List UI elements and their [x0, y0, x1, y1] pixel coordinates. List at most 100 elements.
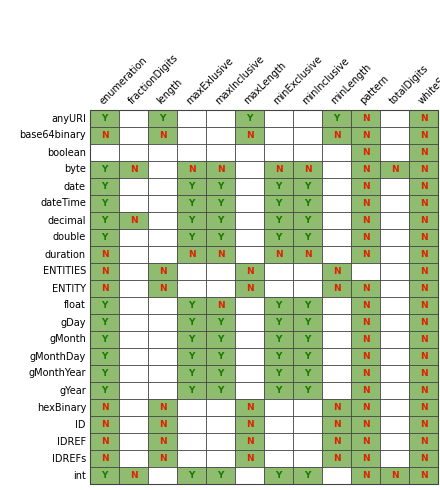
- Bar: [264, 263, 293, 280]
- Bar: [235, 399, 264, 416]
- Text: N: N: [216, 301, 224, 310]
- Text: boolean: boolean: [47, 147, 86, 157]
- Text: Y: Y: [217, 352, 224, 361]
- Bar: [177, 416, 206, 433]
- Bar: [206, 467, 235, 484]
- Bar: [322, 399, 351, 416]
- Text: gMonthYear: gMonthYear: [29, 368, 86, 378]
- Text: N: N: [333, 454, 340, 463]
- Bar: [322, 433, 351, 450]
- Bar: [148, 297, 177, 314]
- Text: N: N: [362, 284, 369, 293]
- Text: minLength: minLength: [330, 62, 374, 106]
- Bar: [206, 450, 235, 467]
- Bar: [148, 467, 177, 484]
- Text: Y: Y: [275, 318, 282, 327]
- Text: whiteSpace: whiteSpace: [416, 59, 440, 106]
- Bar: [90, 246, 119, 263]
- Bar: [264, 229, 293, 246]
- Text: N: N: [362, 233, 369, 242]
- Bar: [119, 348, 148, 365]
- Text: IDREFs: IDREFs: [52, 454, 86, 464]
- Text: N: N: [333, 403, 340, 412]
- Bar: [235, 280, 264, 297]
- Bar: [293, 280, 322, 297]
- Text: Y: Y: [217, 199, 224, 208]
- Bar: [380, 314, 409, 331]
- Bar: [351, 399, 380, 416]
- Bar: [322, 314, 351, 331]
- Text: Y: Y: [304, 369, 311, 378]
- Text: N: N: [159, 420, 166, 429]
- Bar: [177, 212, 206, 229]
- Bar: [322, 246, 351, 263]
- Text: float: float: [64, 300, 86, 311]
- Bar: [148, 365, 177, 382]
- Text: Y: Y: [101, 369, 108, 378]
- Bar: [409, 331, 438, 348]
- Text: N: N: [362, 420, 369, 429]
- Bar: [409, 127, 438, 144]
- Bar: [235, 178, 264, 195]
- Bar: [409, 450, 438, 467]
- Text: Y: Y: [304, 471, 311, 480]
- Text: Y: Y: [304, 216, 311, 225]
- Bar: [148, 450, 177, 467]
- Text: N: N: [362, 114, 369, 123]
- Text: Y: Y: [275, 471, 282, 480]
- Text: N: N: [420, 403, 427, 412]
- Bar: [206, 314, 235, 331]
- Bar: [351, 110, 380, 127]
- Bar: [90, 110, 119, 127]
- Bar: [119, 110, 148, 127]
- Text: N: N: [246, 284, 253, 293]
- Text: N: N: [362, 369, 369, 378]
- Text: N: N: [420, 318, 427, 327]
- Text: N: N: [101, 420, 108, 429]
- Text: N: N: [362, 386, 369, 395]
- Text: Y: Y: [304, 335, 311, 344]
- Bar: [351, 450, 380, 467]
- Text: gMonth: gMonth: [49, 335, 86, 344]
- Text: Y: Y: [275, 352, 282, 361]
- Bar: [177, 348, 206, 365]
- Text: Y: Y: [217, 369, 224, 378]
- Bar: [380, 178, 409, 195]
- Text: Y: Y: [217, 233, 224, 242]
- Text: N: N: [362, 250, 369, 259]
- Text: N: N: [420, 148, 427, 157]
- Text: Y: Y: [217, 318, 224, 327]
- Bar: [235, 127, 264, 144]
- Bar: [177, 297, 206, 314]
- Bar: [148, 348, 177, 365]
- Bar: [409, 382, 438, 399]
- Bar: [148, 144, 177, 161]
- Text: Y: Y: [101, 182, 108, 191]
- Text: N: N: [362, 437, 369, 446]
- Text: Y: Y: [246, 114, 253, 123]
- Bar: [264, 127, 293, 144]
- Bar: [293, 110, 322, 127]
- Bar: [90, 382, 119, 399]
- Bar: [380, 195, 409, 212]
- Text: Y: Y: [101, 386, 108, 395]
- Bar: [206, 365, 235, 382]
- Bar: [119, 263, 148, 280]
- Bar: [177, 229, 206, 246]
- Bar: [177, 314, 206, 331]
- Text: Y: Y: [188, 199, 194, 208]
- Bar: [206, 212, 235, 229]
- Bar: [322, 297, 351, 314]
- Bar: [264, 144, 293, 161]
- Bar: [322, 416, 351, 433]
- Text: Y: Y: [188, 182, 194, 191]
- Bar: [264, 450, 293, 467]
- Bar: [119, 382, 148, 399]
- Bar: [90, 365, 119, 382]
- Text: Y: Y: [304, 386, 311, 395]
- Text: Y: Y: [275, 301, 282, 310]
- Bar: [177, 467, 206, 484]
- Text: ENTITIES: ENTITIES: [43, 267, 86, 276]
- Text: Y: Y: [304, 301, 311, 310]
- Bar: [351, 416, 380, 433]
